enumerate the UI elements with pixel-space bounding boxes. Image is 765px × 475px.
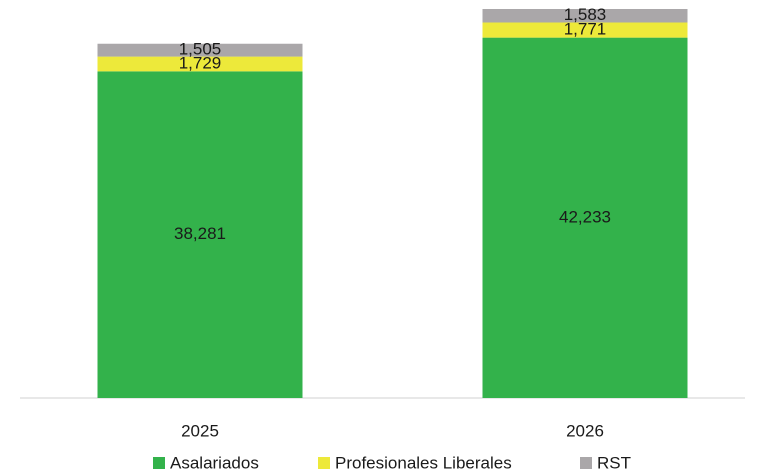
bar-segment <box>482 9 688 23</box>
legend-label: Asalariados <box>170 453 259 472</box>
data-label: 38,281 <box>174 224 226 243</box>
legend-label: RST <box>597 453 631 472</box>
data-label: 1,583 <box>564 5 607 24</box>
x-tick-label: 2025 <box>181 421 219 440</box>
legend-swatch <box>580 457 592 469</box>
x-tick-label: 2026 <box>566 421 604 440</box>
data-label: 1,729 <box>179 53 222 72</box>
bar-segment <box>482 37 688 399</box>
legend-swatch <box>318 457 330 469</box>
bar-segment <box>97 71 303 398</box>
legend-swatch <box>153 457 165 469</box>
bar-segment <box>482 22 688 38</box>
data-label: 1,771 <box>564 20 607 39</box>
bar-segment <box>97 43 303 57</box>
data-label: 1,505 <box>179 40 222 59</box>
data-label: 42,233 <box>559 207 611 226</box>
bar-segment <box>97 56 303 72</box>
legend-label: Profesionales Liberales <box>335 453 512 472</box>
